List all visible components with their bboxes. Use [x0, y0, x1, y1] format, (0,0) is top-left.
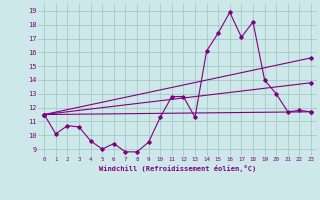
- X-axis label: Windchill (Refroidissement éolien,°C): Windchill (Refroidissement éolien,°C): [99, 165, 256, 172]
